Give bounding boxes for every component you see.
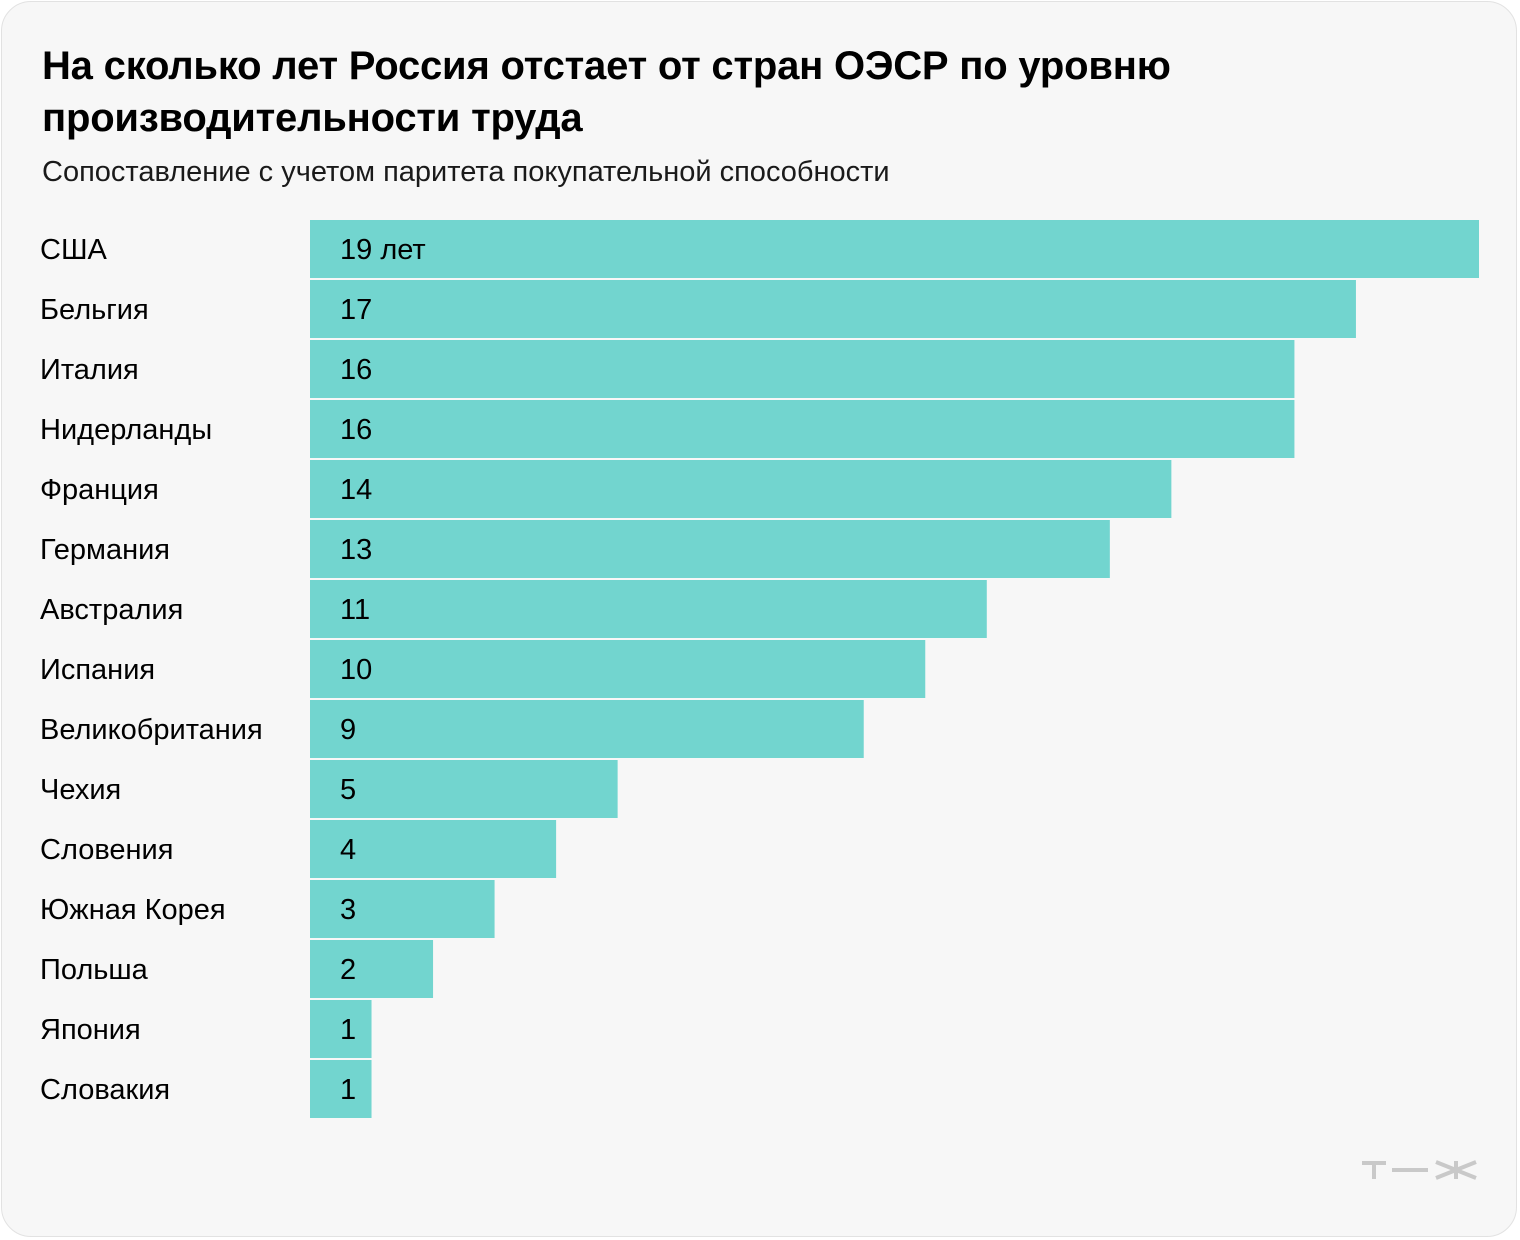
category-label: Южная Корея [40,894,226,926]
category-label: Нидерланды [40,414,212,446]
bar [310,1060,372,1118]
bar [310,640,926,698]
tzh-logo [1362,1160,1477,1180]
value-label: 10 [340,654,372,686]
bar [310,280,1356,338]
bar [310,460,1172,518]
value-label: 5 [340,774,356,806]
bar [310,220,1479,278]
bar [310,820,557,878]
value-label: 2 [340,954,356,986]
value-label: 1 [340,1014,356,1046]
value-label: 9 [340,714,356,746]
bar [310,520,1110,578]
chart-subtitle: Сопоставление с учетом паритета покупате… [42,156,890,188]
category-label: Австралия [40,594,183,626]
category-label: Германия [40,534,170,566]
category-label: Словакия [40,1074,170,1106]
bar [310,340,1295,398]
category-label: Польша [40,954,149,986]
category-label: Франция [40,474,159,506]
value-label: 11 [340,594,370,626]
category-label: Испания [40,654,155,686]
value-label: 16 [340,354,372,386]
bar [310,940,434,998]
bar [310,1000,372,1058]
value-label: 16 [340,414,372,446]
bar [310,400,1295,458]
chart-title: На сколько лет Россия отстает от стран О… [42,44,1171,140]
value-label: 14 [340,474,372,506]
bar [310,700,864,758]
category-label: Словения [40,834,173,866]
bar [310,760,618,818]
category-label: Бельгия [40,294,149,326]
bar [310,880,495,938]
category-label: Италия [40,354,139,386]
value-label: 1 [340,1074,356,1106]
value-label: 19 лет [340,234,426,266]
category-label: Япония [40,1014,141,1046]
category-label: Великобритания [40,714,263,746]
value-label: 17 [340,294,372,326]
value-label: 4 [340,834,356,866]
value-label: 3 [340,894,356,926]
value-label: 13 [340,534,372,566]
category-label: США [40,234,108,266]
category-label: Чехия [40,774,121,806]
bar [310,580,987,638]
